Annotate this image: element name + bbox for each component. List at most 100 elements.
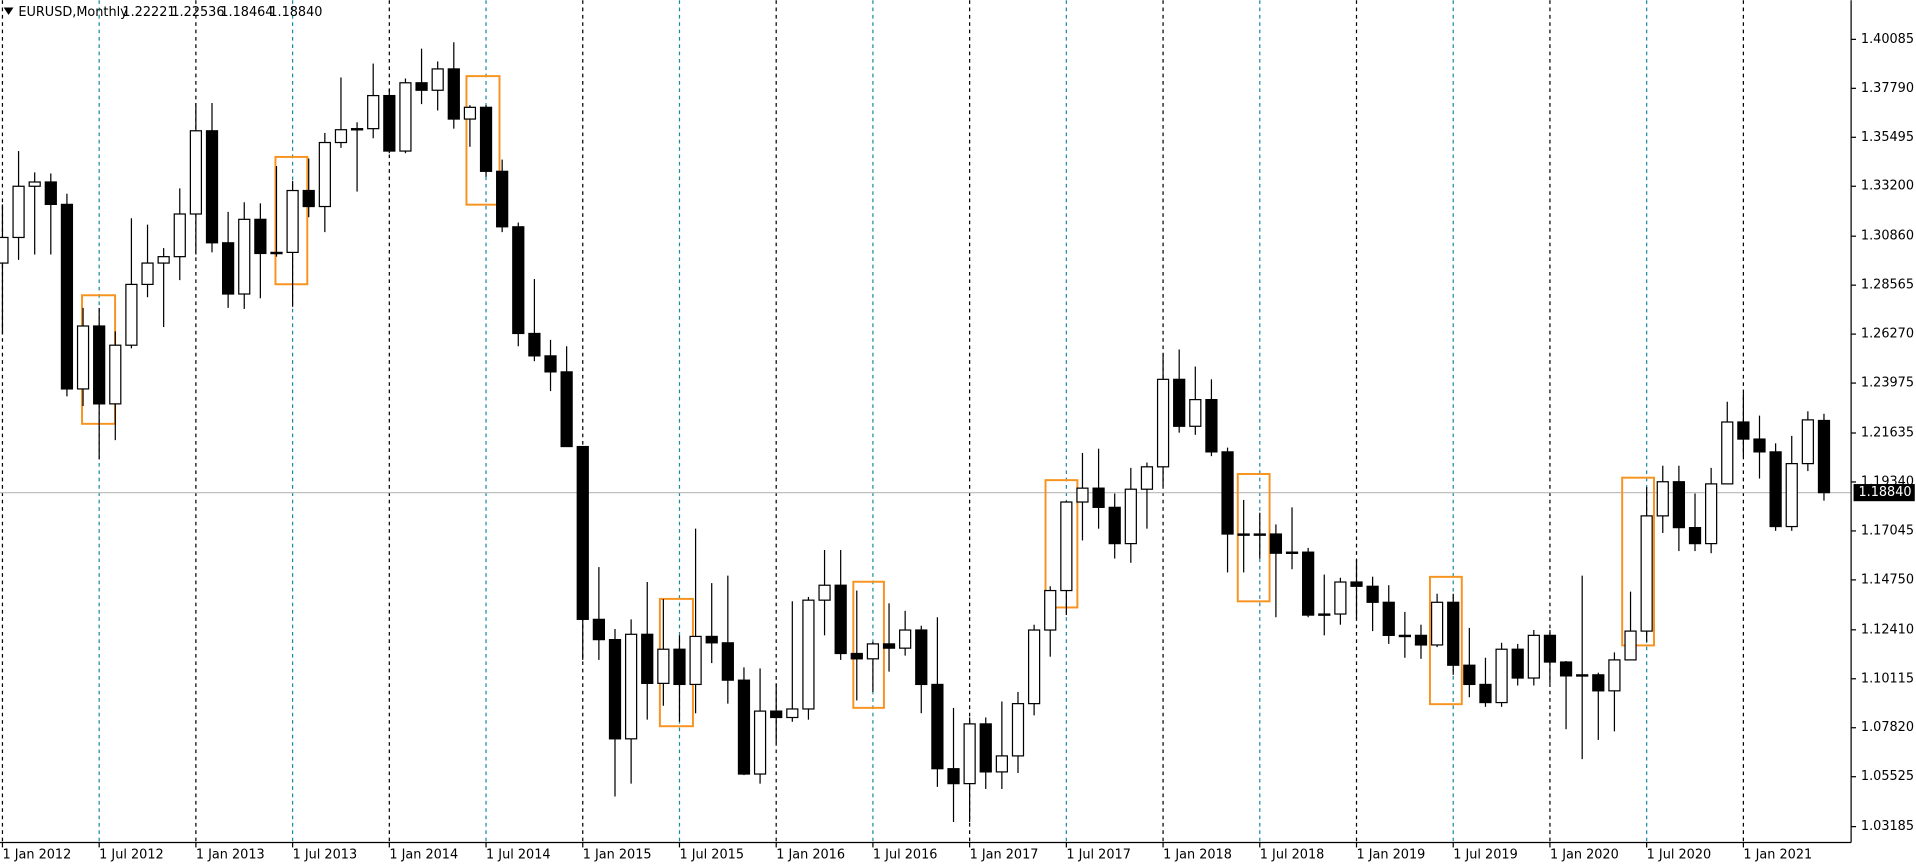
candle-body bbox=[818, 584, 831, 601]
symbol-title: EURUSD,Monthly bbox=[18, 5, 128, 20]
x-tick-label: 1 Jan 2014 bbox=[389, 847, 458, 862]
y-tick-label: 1.37790 bbox=[1861, 81, 1914, 96]
price-label-box bbox=[1853, 484, 1915, 502]
candle-body bbox=[1592, 674, 1605, 692]
y-tick-label: 1.23975 bbox=[1861, 376, 1914, 391]
y-tick-label: 1.10115 bbox=[1861, 671, 1914, 686]
candle-body bbox=[479, 106, 493, 172]
x-tick-label: 1 Jan 2020 bbox=[1550, 847, 1619, 862]
candle-body bbox=[624, 633, 638, 740]
y-tick-label: 1.17045 bbox=[1861, 523, 1914, 538]
candle-body bbox=[141, 262, 154, 286]
candle-body bbox=[850, 652, 863, 660]
x-tick-label: 1 Jul 2018 bbox=[1260, 847, 1325, 862]
candle-body bbox=[1253, 533, 1266, 536]
candle-body bbox=[1688, 527, 1702, 545]
candle-body bbox=[1624, 630, 1637, 661]
candle-body bbox=[995, 755, 1008, 773]
y-tick-label: 1.21635 bbox=[1861, 425, 1914, 440]
candle-body bbox=[1527, 634, 1540, 679]
candle-body bbox=[1721, 421, 1734, 485]
candle-body bbox=[737, 679, 751, 775]
candle-body bbox=[1189, 398, 1202, 427]
candle-body bbox=[1447, 601, 1460, 666]
candle-body bbox=[222, 242, 235, 295]
candle-body bbox=[125, 283, 138, 346]
candle-body bbox=[544, 355, 557, 373]
candle-body bbox=[657, 648, 670, 684]
candle-body bbox=[1318, 613, 1331, 616]
candle-body bbox=[431, 68, 444, 91]
candle-body bbox=[1753, 438, 1766, 453]
x-tick-label: 1 Jan 2016 bbox=[776, 847, 845, 862]
candle-body bbox=[367, 94, 380, 130]
candles bbox=[0, 42, 1831, 823]
marker-box bbox=[465, 75, 501, 206]
candle-body bbox=[173, 213, 186, 258]
candle-body bbox=[608, 639, 622, 740]
candle-body bbox=[76, 325, 90, 390]
candle-body bbox=[592, 618, 605, 641]
candle-body bbox=[1221, 451, 1234, 535]
candle-body bbox=[1108, 506, 1121, 545]
candle-body bbox=[963, 723, 976, 785]
candle-body bbox=[60, 203, 74, 390]
candle-body bbox=[1656, 481, 1669, 517]
candle-body bbox=[93, 325, 106, 405]
candle-body bbox=[1156, 378, 1170, 468]
candle-body bbox=[882, 643, 896, 649]
x-tick-label: 1 Jan 2019 bbox=[1357, 847, 1426, 862]
y-tick-label: 1.35495 bbox=[1861, 130, 1914, 145]
candle-body bbox=[399, 82, 412, 152]
header-close: 1.18840 bbox=[269, 5, 322, 20]
candle-body bbox=[238, 218, 251, 295]
candle-body bbox=[947, 768, 960, 785]
y-tick-label: 1.12410 bbox=[1861, 622, 1914, 637]
candle-body bbox=[1705, 483, 1718, 545]
candle-body bbox=[1060, 501, 1073, 592]
candle-body bbox=[1608, 659, 1621, 692]
candle-body bbox=[673, 648, 686, 686]
candle-body bbox=[254, 218, 267, 255]
candle-body bbox=[979, 723, 992, 773]
candle-body bbox=[157, 256, 170, 264]
candle-body bbox=[1027, 629, 1041, 705]
x-tick-label: 1 Jul 2016 bbox=[873, 847, 938, 862]
candle-body bbox=[1173, 378, 1186, 427]
header-icon bbox=[3, 7, 14, 15]
candle-body bbox=[560, 371, 573, 448]
candle-body bbox=[415, 82, 428, 91]
candle-body bbox=[1640, 515, 1653, 632]
x-tick-label: 1 Jul 2020 bbox=[1647, 847, 1712, 862]
marker-box bbox=[1428, 575, 1463, 706]
candle-body bbox=[1479, 683, 1492, 704]
header-high: 1.22536 bbox=[171, 5, 224, 20]
x-tick-label: 1 Jul 2019 bbox=[1453, 847, 1518, 862]
x-tick-label: 1 Jan 2017 bbox=[970, 847, 1039, 862]
candle-body bbox=[350, 128, 364, 131]
candle-body bbox=[1559, 661, 1573, 677]
candle-body bbox=[1817, 419, 1831, 494]
x-tick-label: 1 Jan 2021 bbox=[1743, 847, 1812, 862]
candle-body bbox=[44, 181, 57, 206]
candle-body bbox=[1463, 664, 1476, 686]
y-tick-label: 1.28565 bbox=[1861, 278, 1914, 293]
marker-box bbox=[1621, 476, 1655, 647]
x-tick-label: 1 Jan 2012 bbox=[2, 847, 71, 862]
candle-body bbox=[770, 710, 783, 719]
x-tick-label: 1 Jul 2017 bbox=[1066, 847, 1131, 862]
y-tick-label: 1.33200 bbox=[1861, 179, 1914, 194]
candle-body bbox=[1076, 487, 1089, 503]
candle-body bbox=[1785, 463, 1798, 528]
candle-body bbox=[576, 445, 589, 620]
price-label: 1.18840 bbox=[1858, 485, 1911, 500]
candle-body bbox=[28, 181, 41, 187]
y-tick-label: 1.05525 bbox=[1861, 769, 1914, 784]
candle-body bbox=[1205, 398, 1218, 453]
candle-body bbox=[528, 332, 541, 357]
header-low: 1.18464 bbox=[220, 5, 273, 20]
x-tick-label: 1 Jul 2014 bbox=[486, 847, 551, 862]
candle-body bbox=[463, 106, 477, 120]
candle-body bbox=[1769, 451, 1782, 528]
candle-body bbox=[786, 708, 799, 719]
